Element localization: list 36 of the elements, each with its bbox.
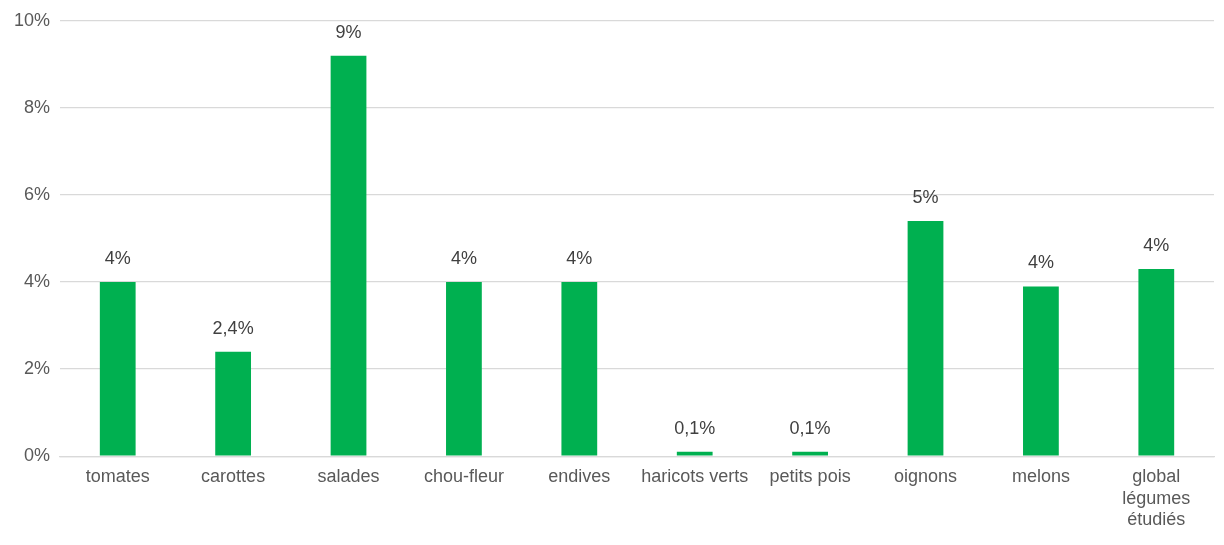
bar: [1138, 268, 1175, 456]
data-label: 4%: [450, 248, 477, 269]
y-tick-label: 4%: [24, 271, 51, 292]
y-tick-label: 10%: [14, 9, 51, 30]
x-tick-label: chou-fleur: [423, 465, 504, 486]
bar: [676, 451, 713, 456]
x-tick-label: endives: [548, 465, 611, 486]
y-tick-label: 6%: [24, 183, 51, 204]
data-label: 4%: [1027, 252, 1054, 273]
y-tick-label: 8%: [24, 96, 51, 117]
bar: [446, 282, 482, 456]
x-tick-label: salades: [317, 465, 380, 486]
bar: [907, 221, 944, 456]
bar: [561, 282, 598, 456]
data-label: 9%: [335, 21, 362, 42]
y-tick-label: 0%: [24, 445, 51, 466]
bar: [792, 451, 828, 456]
bar: [215, 351, 252, 456]
bar: [1023, 286, 1059, 456]
bar: [99, 282, 136, 456]
data-label: 0,1%: [674, 417, 716, 438]
x-tick-label: global légumes étudiés: [1122, 465, 1191, 530]
y-tick-label: 2%: [24, 358, 51, 379]
data-label: 4%: [1143, 234, 1170, 255]
data-label: 5%: [912, 187, 939, 208]
x-tick-label: haricots verts: [641, 465, 749, 486]
x-tick-label: melons: [1011, 465, 1070, 486]
data-label: 0,1%: [789, 417, 831, 438]
data-label: 4%: [566, 248, 593, 269]
data-label: 4%: [104, 248, 131, 269]
x-tick-label: petits pois: [769, 465, 851, 486]
x-tick-label: carottes: [201, 465, 266, 486]
x-tick-label: oignons: [893, 465, 958, 486]
data-label: 2,4%: [212, 317, 254, 338]
bar: [330, 55, 367, 456]
x-tick-label: tomates: [85, 465, 150, 486]
